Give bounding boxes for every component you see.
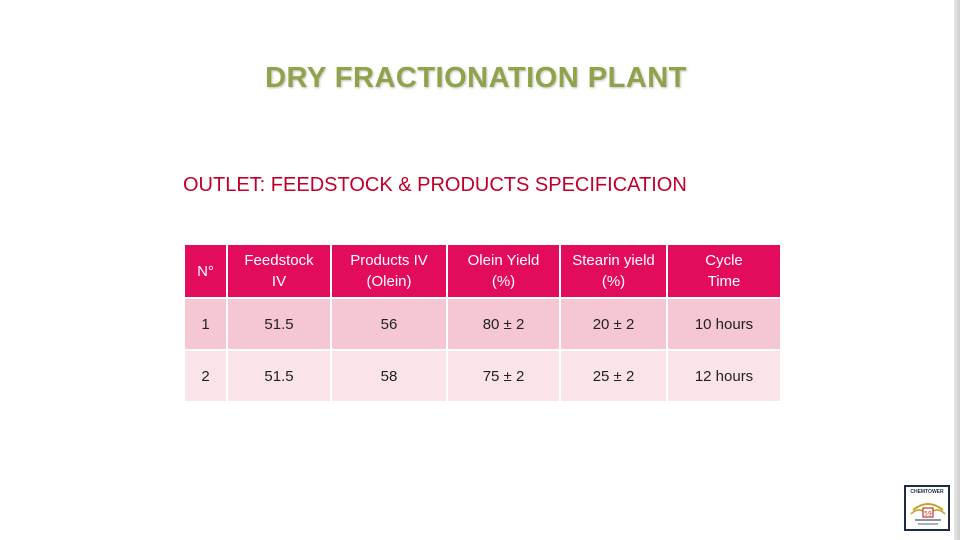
- table-row: 1 51.5 56 80 ± 2 20 ± 2 10 hours: [185, 298, 782, 351]
- company-logo-icon: CHEMTOWER 59: [904, 485, 950, 531]
- cell-products-iv: 56: [331, 298, 448, 351]
- cell-feedstock-iv: 51.5: [227, 298, 332, 351]
- specification-table: N° Feedstock IV Products IV (Olein) Olei…: [185, 245, 782, 403]
- header-feedstock-iv: Feedstock IV: [227, 245, 332, 299]
- header-stearin-yield: Stearin yield (%): [560, 245, 668, 299]
- header-products-iv: Products IV (Olein): [331, 245, 448, 299]
- cell-number: 1: [185, 298, 228, 351]
- page-title: DRY FRACTIONATION PLANT: [265, 62, 687, 94]
- logo-emblem-icon: 59: [910, 503, 946, 525]
- cell-olein-yield: 75 ± 2: [447, 350, 561, 403]
- table-header-row: N° Feedstock IV Products IV (Olein) Olei…: [185, 245, 782, 299]
- cell-cycle-time: 12 hours: [667, 350, 782, 403]
- section-subtitle: OUTLET: FEEDSTOCK & PRODUCTS SPECIFICATI…: [183, 174, 687, 196]
- cell-stearin-yield: 20 ± 2: [560, 298, 668, 351]
- slide-edge: [954, 0, 960, 540]
- cell-feedstock-iv: 51.5: [227, 350, 332, 403]
- table-row: 2 51.5 58 75 ± 2 25 ± 2 12 hours: [185, 350, 782, 403]
- logo-text: CHEMTOWER: [910, 489, 944, 495]
- cell-number: 2: [185, 350, 228, 403]
- svg-text:59: 59: [924, 511, 932, 518]
- header-olein-yield: Olein Yield (%): [447, 245, 561, 299]
- cell-cycle-time: 10 hours: [667, 298, 782, 351]
- header-number: N°: [185, 245, 228, 299]
- header-cycle-time: Cycle Time: [667, 245, 782, 299]
- cell-olein-yield: 80 ± 2: [447, 298, 561, 351]
- cell-stearin-yield: 25 ± 2: [560, 350, 668, 403]
- cell-products-iv: 58: [331, 350, 448, 403]
